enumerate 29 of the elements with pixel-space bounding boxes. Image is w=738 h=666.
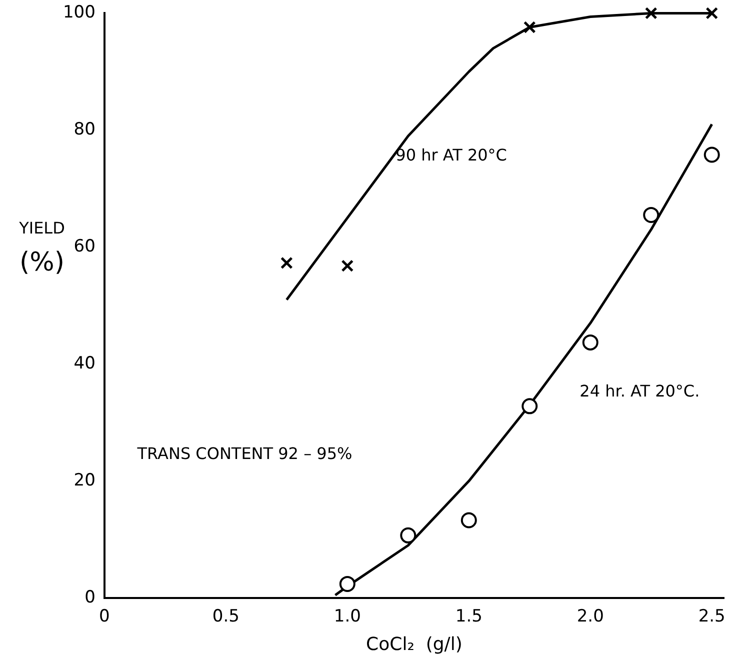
point xyxy=(280,256,293,270)
point xyxy=(460,512,477,528)
x-tick-label: 1.5 xyxy=(455,606,482,627)
annotation: 90 hr AT 20°C xyxy=(396,146,507,165)
y-tick-label: 80 xyxy=(74,120,96,140)
point xyxy=(523,21,536,34)
y-tick-label: 100 xyxy=(62,2,96,23)
y-axis-title: YIELD (%) xyxy=(18,218,65,278)
x-tick-label: 1.0 xyxy=(334,606,361,627)
point xyxy=(704,146,720,163)
x-tick-label: 0 xyxy=(99,606,110,627)
point xyxy=(706,7,718,20)
y-tick-label: 40 xyxy=(74,354,96,374)
point xyxy=(643,206,660,223)
annotation: TRANS CONTENT 92 – 95% xyxy=(136,444,352,463)
point xyxy=(644,7,658,20)
y-tick-label: 20 xyxy=(74,470,96,490)
point xyxy=(339,576,356,592)
x-tick-label: 0.5 xyxy=(212,606,240,627)
y-tick-label: 0 xyxy=(84,587,96,608)
x-tick-label: 2.5 xyxy=(698,606,726,627)
annotation: 24 hr. AT 20°C. xyxy=(580,381,700,400)
x-tick-label: 2.0 xyxy=(576,606,604,627)
point xyxy=(582,334,598,350)
point xyxy=(522,398,538,414)
y-tick-label: 60 xyxy=(74,236,96,257)
point xyxy=(341,260,354,272)
x-axis-title: CoCl₂ (g/l) xyxy=(366,634,462,655)
point xyxy=(400,527,416,544)
